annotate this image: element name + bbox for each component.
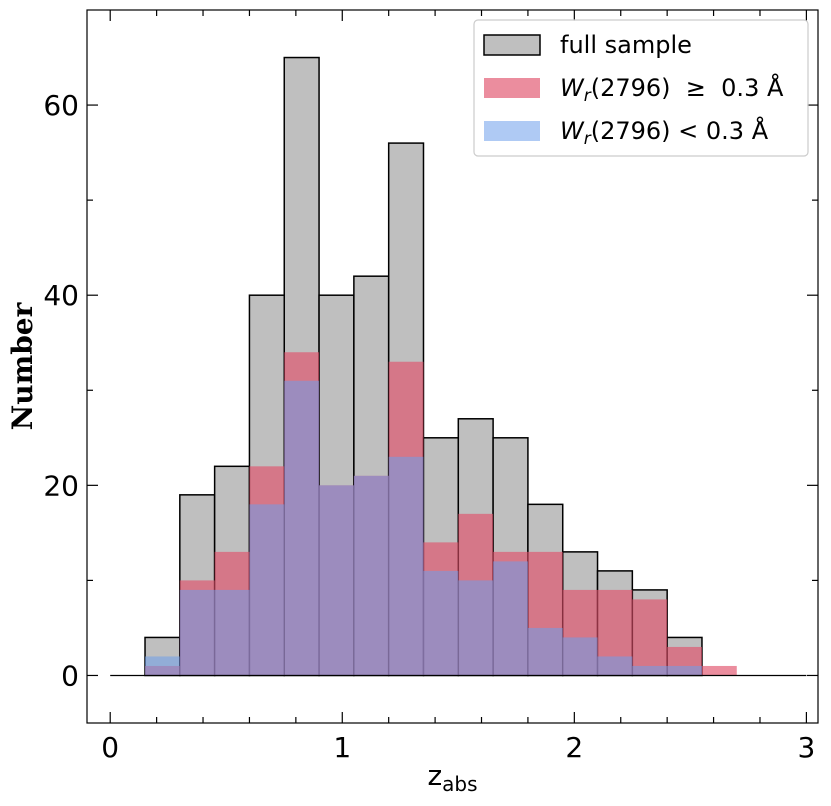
y-axis-label: Number [6, 301, 39, 430]
y-tick-label: 40 [43, 279, 79, 312]
weak-bar-11 [527, 627, 563, 676]
legend-swatch-full-sample [483, 34, 541, 56]
axis-ticks [87, 10, 818, 723]
y-tick-label: 20 [43, 469, 79, 502]
strong-bar-14 [632, 599, 668, 676]
weak-bar-12 [562, 637, 598, 676]
weak-absorber-bars [145, 380, 702, 676]
weak-bar-8 [423, 570, 459, 676]
weak-bar-10 [493, 561, 528, 676]
legend-swatch-weak [484, 121, 540, 141]
y-tick-label: 60 [43, 89, 79, 122]
plot-frame [86, 9, 819, 724]
weak-bar-7 [388, 456, 424, 676]
legend-label-strong: Wr(2796) ≥ 0.3 Å [560, 73, 784, 106]
x-axis-label: zabs [427, 759, 477, 796]
weak-bar-15 [667, 665, 702, 676]
weak-bar-14 [632, 665, 668, 676]
legend-label-weak: Wr(2796) < 0.3 Å [560, 116, 769, 149]
x-tick-label: 3 [797, 731, 815, 764]
weak-bar-3 [249, 504, 285, 676]
legend-swatch-strong [484, 78, 540, 98]
x-tick-label: 0 [101, 731, 119, 764]
weak-bar-4 [284, 380, 320, 676]
weak-bar-9 [458, 580, 494, 676]
weak-bar-0 [145, 656, 180, 676]
legend-box [473, 19, 809, 157]
weak-bar-13 [597, 656, 633, 676]
weak-bar-2 [214, 589, 250, 676]
legend-label-full-sample: full sample [560, 31, 692, 59]
x-tick-label: 1 [333, 731, 351, 764]
legend: full sample Wr(2796) ≥ 0.3 Å Wr(2796) < … [473, 19, 809, 157]
weak-bar-1 [179, 589, 215, 676]
weak-bar-6 [353, 475, 389, 676]
weak-bar-5 [319, 485, 354, 676]
strong-bar-16 [701, 665, 737, 676]
y-tick-label: 0 [61, 659, 79, 692]
x-tick-label: 2 [565, 731, 583, 764]
axis-tick-labels: 0 1 2 3 0 20 40 60 [43, 89, 815, 764]
